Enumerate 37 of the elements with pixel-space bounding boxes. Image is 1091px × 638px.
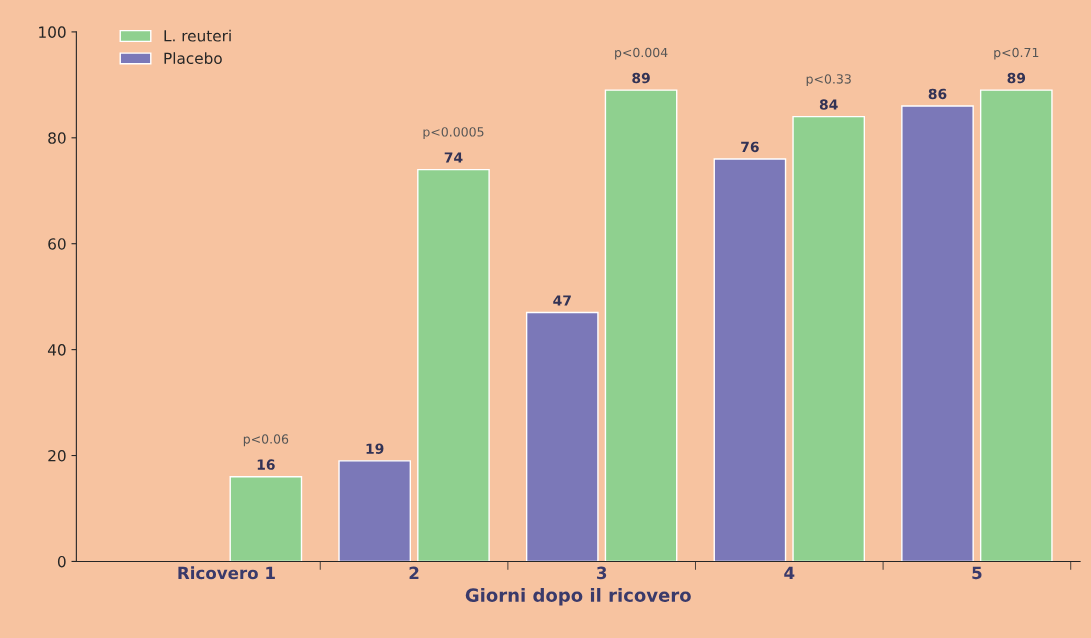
bar xyxy=(229,476,303,562)
bar xyxy=(417,168,490,562)
y-tick-label: 20 xyxy=(48,450,66,462)
data-label: 84 xyxy=(819,99,838,110)
data-label: 86 xyxy=(928,88,947,100)
bar xyxy=(338,460,412,562)
bar xyxy=(792,115,866,562)
y-tick-label: 80 xyxy=(48,132,66,144)
bar xyxy=(525,311,599,562)
data-label: 47 xyxy=(553,295,571,306)
data-label: 16 xyxy=(257,459,275,470)
data-label: 89 xyxy=(1007,72,1026,84)
annotation: p<0.06 xyxy=(243,434,289,447)
data-label: 74 xyxy=(444,152,463,163)
annotation: p<0.71 xyxy=(994,47,1039,60)
annotation: p<0.33 xyxy=(806,74,851,87)
bar xyxy=(901,105,974,562)
annotation: p<0.004 xyxy=(615,47,668,60)
y-tick-label: 0 xyxy=(57,555,66,568)
x-tick-label: Ricovero 1 xyxy=(178,566,275,580)
x-tick-label: 2 xyxy=(409,566,419,579)
y-tick-label: 100 xyxy=(39,26,66,38)
legend-label: Placebo xyxy=(164,52,222,65)
x-axis-title: Giorni dopo il ricovero xyxy=(465,587,691,606)
x-tick-label: 5 xyxy=(972,566,982,580)
bar xyxy=(713,158,787,562)
bar xyxy=(979,89,1053,562)
x-tick-label: 3 xyxy=(597,566,607,580)
x-tick-label: 4 xyxy=(784,566,795,579)
y-tick-label: 60 xyxy=(48,238,66,250)
y-tick-label: 40 xyxy=(47,344,66,356)
annotation: p<0.0005 xyxy=(423,127,484,140)
data-label: 89 xyxy=(632,72,650,84)
data-label: 19 xyxy=(366,443,384,454)
data-label: 76 xyxy=(741,141,759,153)
bar xyxy=(604,89,678,562)
legend-label: L. reuteri xyxy=(164,29,231,42)
